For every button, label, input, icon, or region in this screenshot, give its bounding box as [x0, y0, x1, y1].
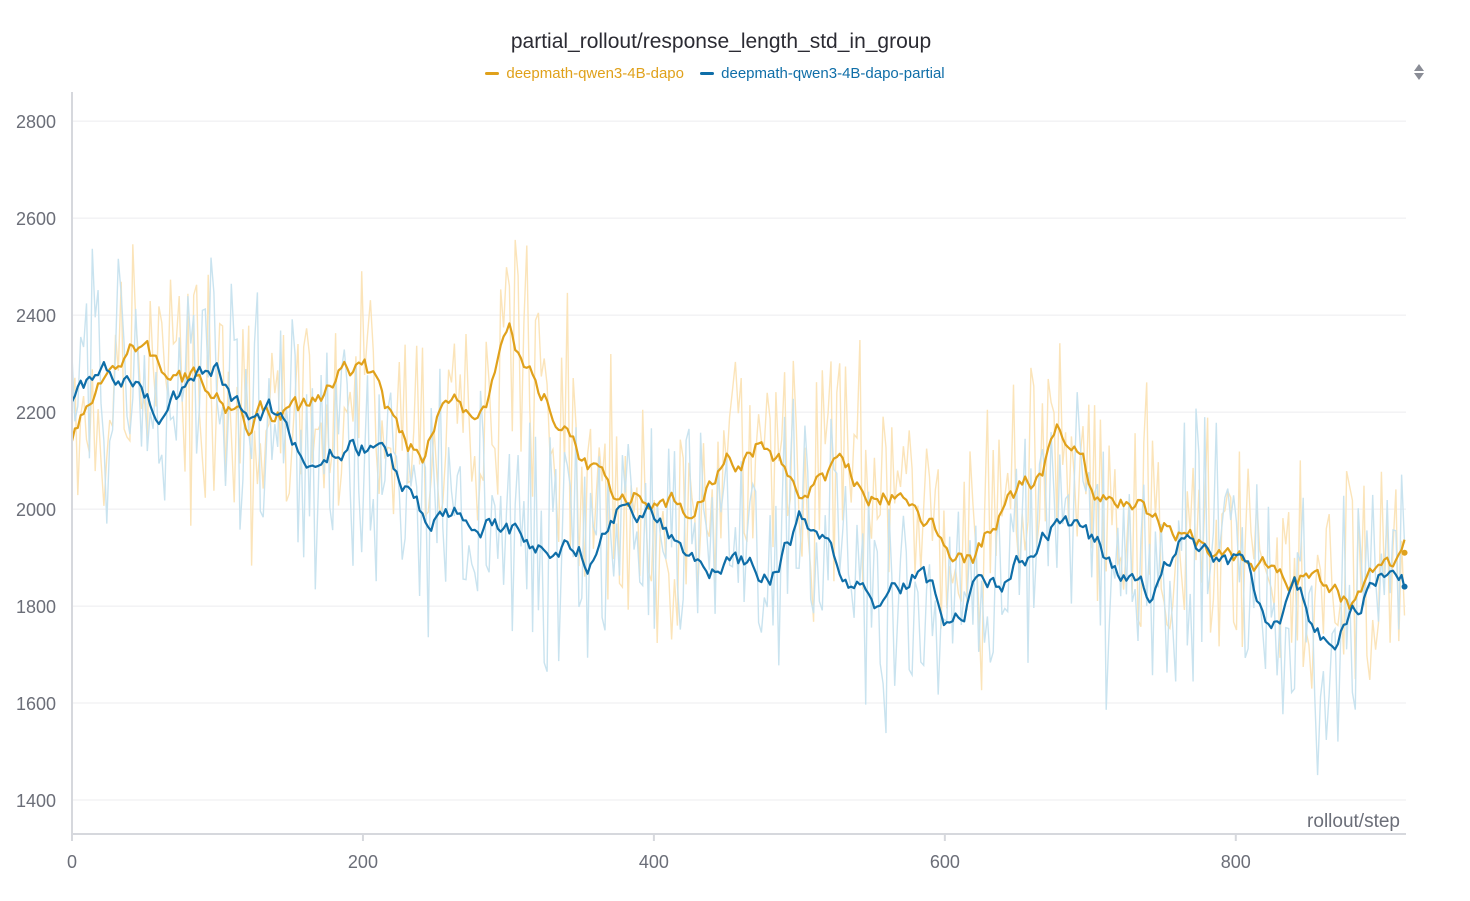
legend-swatch-series-2 — [700, 72, 715, 75]
axes — [71, 92, 1406, 835]
x-tick-label-600: 600 — [930, 852, 960, 872]
grid-lines — [72, 120, 1406, 801]
smoothed-line-series-1 — [70, 322, 1406, 610]
raw-series-lines — [71, 239, 1406, 776]
sort-arrows-icon[interactable] — [1410, 62, 1428, 82]
end-marker-series-1 — [1401, 549, 1408, 556]
y-tick-labels: 1400 1600 1800 2000 2200 2400 2600 2800 — [16, 112, 56, 811]
end-marker-series-2 — [1401, 583, 1408, 590]
legend-item-series-2[interactable]: deepmath-qwen3-4B-dapo-partial — [700, 65, 945, 82]
raw-line-series-1 — [71, 239, 1406, 691]
legend-swatch-series-1 — [485, 72, 500, 75]
y-tick-label-1400: 1400 — [16, 791, 56, 811]
y-tick-label-1800: 1800 — [16, 597, 56, 617]
chart-title: partial_rollout/response_length_std_in_g… — [510, 30, 932, 53]
x-axis-title: rollout/step — [1307, 811, 1400, 832]
y-tick-label-2200: 2200 — [16, 403, 56, 423]
legend: deepmath-qwen3-4B-dapo deepmath-qwen3-4B… — [0, 62, 1430, 82]
raw-line-series-2 — [71, 248, 1406, 776]
series-end-markers — [1401, 549, 1408, 590]
y-tick-label-1600: 1600 — [16, 694, 56, 714]
y-tick-label-2000: 2000 — [16, 500, 56, 520]
legend-label-series-2: deepmath-qwen3-4B-dapo-partial — [721, 65, 945, 82]
smoothed-line-series-2 — [71, 361, 1406, 651]
y-tick-label-2800: 2800 — [16, 112, 56, 132]
x-tick-labels: 0 200 400 600 800 — [67, 834, 1251, 872]
x-tick-label-0: 0 — [67, 852, 77, 872]
x-tick-label-400: 400 — [639, 852, 669, 872]
smoothed-series-lines — [70, 322, 1406, 651]
legend-label-series-1: deepmath-qwen3-4B-dapo — [506, 65, 684, 82]
legend-item-series-1[interactable]: deepmath-qwen3-4B-dapo — [485, 65, 684, 82]
x-tick-label-200: 200 — [348, 852, 378, 872]
x-tick-label-800: 800 — [1221, 852, 1251, 872]
y-tick-label-2400: 2400 — [16, 306, 56, 326]
y-tick-label-2600: 2600 — [16, 209, 56, 229]
